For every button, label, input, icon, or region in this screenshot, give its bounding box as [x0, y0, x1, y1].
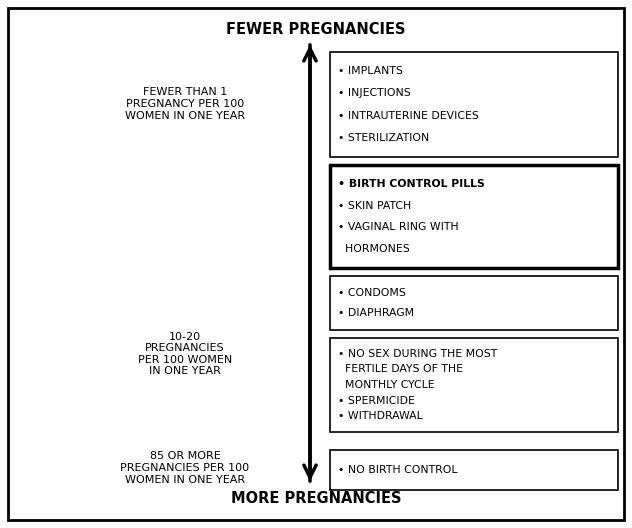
Bar [330, 450, 618, 490]
Text: • INJECTIONS: • INJECTIONS [338, 88, 411, 98]
Text: HORMONES: HORMONES [338, 244, 410, 254]
Text: FEWER PREGNANCIES: FEWER PREGNANCIES [226, 22, 406, 37]
Text: • CONDOMS: • CONDOMS [338, 288, 406, 298]
Text: FEWER THAN 1
PREGNANCY PER 100
WOMEN IN ONE YEAR: FEWER THAN 1 PREGNANCY PER 100 WOMEN IN … [125, 88, 245, 120]
Bar [330, 338, 618, 432]
Text: 10-20
PREGNANCIES
PER 100 WOMEN
IN ONE YEAR: 10-20 PREGNANCIES PER 100 WOMEN IN ONE Y… [138, 332, 232, 376]
Text: • IMPLANTS: • IMPLANTS [338, 66, 403, 76]
Text: • SKIN PATCH: • SKIN PATCH [338, 201, 411, 211]
Text: MONTHLY CYCLE: MONTHLY CYCLE [338, 380, 435, 390]
Text: • DIAPHRAGM: • DIAPHRAGM [338, 307, 414, 317]
Text: • INTRAUTERINE DEVICES: • INTRAUTERINE DEVICES [338, 111, 479, 120]
Text: • SPERMICIDE: • SPERMICIDE [338, 395, 415, 406]
Text: • STERILIZATION: • STERILIZATION [338, 133, 429, 143]
Text: 85 OR MORE
PREGNANCIES PER 100
WOMEN IN ONE YEAR: 85 OR MORE PREGNANCIES PER 100 WOMEN IN … [121, 451, 250, 485]
Text: FERTILE DAYS OF THE: FERTILE DAYS OF THE [338, 364, 463, 374]
Text: • NO SEX DURING THE MOST: • NO SEX DURING THE MOST [338, 349, 497, 359]
Text: • VAGINAL RING WITH: • VAGINAL RING WITH [338, 222, 459, 232]
Bar [330, 52, 618, 157]
Bar [330, 276, 618, 330]
Text: • WITHDRAWAL: • WITHDRAWAL [338, 411, 423, 421]
Text: MORE PREGNANCIES: MORE PREGNANCIES [231, 491, 401, 506]
Text: • BIRTH CONTROL PILLS: • BIRTH CONTROL PILLS [338, 179, 485, 189]
Bar [330, 165, 618, 268]
Text: • NO BIRTH CONTROL: • NO BIRTH CONTROL [338, 465, 458, 475]
